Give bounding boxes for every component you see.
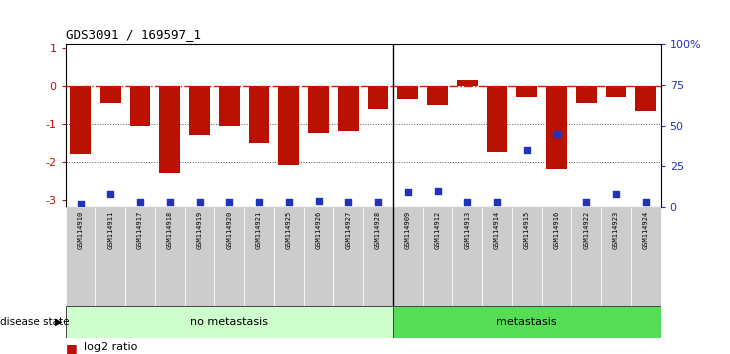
Text: GSM114920: GSM114920 <box>226 211 232 249</box>
Bar <box>427 86 448 105</box>
Bar <box>244 207 274 306</box>
Bar <box>66 207 96 306</box>
Bar <box>159 86 180 173</box>
Point <box>74 201 86 207</box>
Bar <box>631 207 661 306</box>
Bar <box>278 86 299 165</box>
Bar <box>189 86 210 135</box>
Point <box>431 188 443 194</box>
Bar <box>542 207 572 306</box>
Text: GSM114924: GSM114924 <box>643 211 649 249</box>
Bar <box>219 86 239 126</box>
Point <box>461 199 473 205</box>
Point <box>283 199 295 205</box>
Bar <box>215 207 244 306</box>
Bar <box>364 207 393 306</box>
Bar <box>606 86 626 97</box>
Bar <box>338 86 358 131</box>
Bar <box>576 86 596 103</box>
Bar <box>368 86 388 109</box>
Bar <box>274 207 304 306</box>
Bar <box>130 86 150 126</box>
Point <box>521 147 533 153</box>
Bar <box>483 207 512 306</box>
Text: GSM114915: GSM114915 <box>524 211 530 249</box>
Text: GSM114921: GSM114921 <box>256 211 262 249</box>
Bar <box>100 86 120 103</box>
Text: GSM114911: GSM114911 <box>107 211 113 249</box>
Text: metastasis: metastasis <box>496 317 557 327</box>
Point <box>491 199 503 205</box>
Text: no metastasis: no metastasis <box>191 317 269 327</box>
Point <box>223 199 235 205</box>
Text: GSM114912: GSM114912 <box>434 211 440 249</box>
Point <box>342 199 354 205</box>
Bar <box>185 207 215 306</box>
Bar <box>249 86 269 143</box>
Text: GSM114916: GSM114916 <box>553 211 559 249</box>
Bar <box>572 207 601 306</box>
Bar <box>457 80 477 86</box>
Point <box>134 199 146 205</box>
Text: GSM114917: GSM114917 <box>137 211 143 249</box>
Text: GSM114927: GSM114927 <box>345 211 351 249</box>
Point <box>550 131 562 137</box>
Bar <box>453 207 483 306</box>
Bar <box>546 86 567 169</box>
Text: GSM114914: GSM114914 <box>494 211 500 249</box>
Point <box>164 199 176 205</box>
Point <box>312 198 324 204</box>
Text: GSM114922: GSM114922 <box>583 211 589 249</box>
Bar <box>393 207 423 306</box>
Point <box>402 190 414 195</box>
Text: disease state: disease state <box>0 317 69 327</box>
Bar <box>487 86 507 152</box>
Text: GSM114925: GSM114925 <box>286 211 292 249</box>
Point <box>104 191 116 197</box>
Text: ▶: ▶ <box>55 317 62 327</box>
Text: GSM114913: GSM114913 <box>464 211 470 249</box>
Text: log2 ratio: log2 ratio <box>84 342 137 352</box>
Text: GSM114926: GSM114926 <box>315 211 321 249</box>
Bar <box>70 86 91 154</box>
Point <box>372 199 384 205</box>
Bar <box>423 207 453 306</box>
Bar <box>397 86 418 99</box>
Point <box>253 199 265 205</box>
Bar <box>66 306 393 338</box>
Text: GSM114919: GSM114919 <box>196 211 202 249</box>
Text: GDS3091 / 169597_1: GDS3091 / 169597_1 <box>66 28 201 41</box>
Point <box>610 191 622 197</box>
Bar <box>602 207 631 306</box>
Point <box>193 199 205 205</box>
Point <box>580 199 592 205</box>
Point <box>640 199 652 205</box>
Text: GSM114910: GSM114910 <box>77 211 83 249</box>
Bar <box>334 207 364 306</box>
Bar <box>155 207 185 306</box>
Text: GSM114923: GSM114923 <box>613 211 619 249</box>
Bar <box>304 207 334 306</box>
Bar <box>512 207 542 306</box>
Bar <box>635 86 656 110</box>
Text: GSM114928: GSM114928 <box>375 211 381 249</box>
Bar <box>126 207 155 306</box>
Bar <box>516 86 537 97</box>
Text: ■: ■ <box>66 342 77 354</box>
Bar <box>96 207 126 306</box>
Bar <box>308 86 329 133</box>
Text: GSM114918: GSM114918 <box>167 211 173 249</box>
Bar <box>393 306 661 338</box>
Text: GSM114909: GSM114909 <box>405 211 411 249</box>
